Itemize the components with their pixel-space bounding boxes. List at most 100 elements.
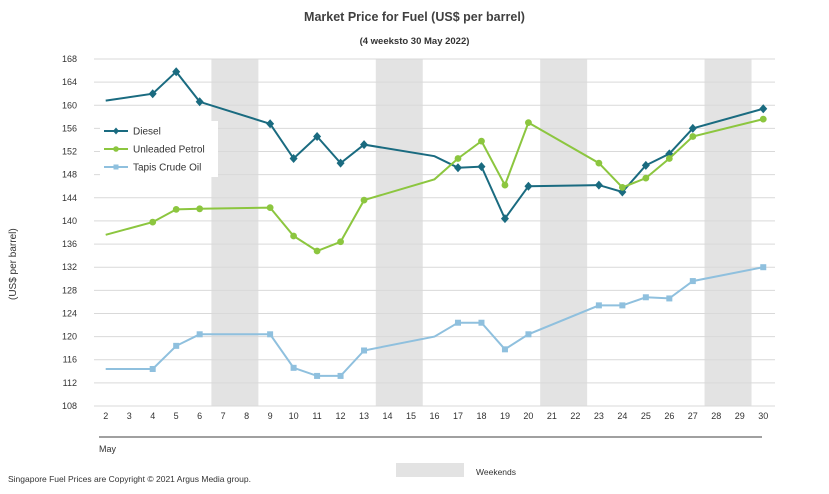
data-point-circle: [759, 115, 767, 123]
x-tick-label: 24: [617, 411, 627, 421]
y-tick-label: 128: [62, 285, 77, 295]
data-point-square: [196, 331, 203, 338]
series-line: [105, 118, 764, 253]
x-tick-label: 12: [336, 411, 346, 421]
x-tick-label: 23: [594, 411, 604, 421]
weekend-bands: [211, 59, 752, 406]
data-point-diamond: [759, 104, 768, 114]
copyright-note: Singapore Fuel Prices are Copyright © 20…: [8, 474, 251, 484]
x-tick-label: 14: [383, 411, 393, 421]
legend: Diesel Unleaded Petrol Tapis Crude Oil: [100, 121, 218, 177]
data-point-circle: [618, 183, 626, 191]
legend-label: Diesel: [133, 127, 161, 138]
series-line: [105, 70, 764, 221]
data-point-square: [290, 364, 297, 371]
data-point-square: [267, 331, 274, 338]
weekend-band: [540, 59, 588, 406]
y-axis-ticks: 108 112 116 120 124 128 132 136 140 144 148 152 156 1…: [62, 54, 77, 411]
series-layer: [105, 67, 768, 379]
data-point-circle: [454, 155, 462, 162]
x-tick-label: 8: [244, 411, 249, 421]
data-point-circle: [665, 155, 673, 162]
data-point-circle: [172, 205, 180, 213]
x-tick-label: 18: [476, 411, 486, 421]
y-tick-label: 124: [62, 308, 77, 318]
x-tick-label: 21: [547, 411, 557, 421]
x-tick-label: 25: [641, 411, 651, 421]
x-tick-label: 13: [359, 411, 369, 421]
data-point-circle: [313, 247, 321, 255]
data-point-square: [619, 302, 626, 309]
y-tick-label: 108: [62, 401, 77, 411]
series-tapis-crude-oil: [105, 264, 767, 379]
x-tick-label: 28: [711, 411, 721, 421]
y-tick-label: 132: [62, 262, 77, 272]
weekend-band: [704, 59, 752, 406]
data-point-circle: [290, 232, 298, 240]
data-point-square: [642, 294, 649, 301]
x-axis-ticks: 2 3 4 5 6 7 8 9 10 11 12 13 14 15 16 17 18 19 20 21 22 23 24 25…: [103, 411, 768, 421]
legend-label: Unleaded Petrol: [133, 145, 205, 156]
data-point-circle: [266, 204, 274, 212]
x-tick-label: 7: [221, 411, 226, 421]
data-point-diamond: [148, 89, 157, 99]
data-point-diamond: [500, 214, 509, 224]
data-point-circle: [595, 159, 603, 167]
data-point-square: [478, 319, 485, 326]
data-point-circle: [360, 196, 368, 204]
data-point-diamond: [336, 158, 345, 168]
data-point-diamond: [266, 119, 275, 129]
weekend-band: [211, 59, 259, 406]
data-point-circle: [149, 218, 157, 226]
data-point-square: [337, 372, 344, 379]
series-diesel: [105, 67, 768, 224]
x-tick-label: 4: [150, 411, 155, 421]
x-tick-label: 20: [523, 411, 533, 421]
data-point-square: [501, 346, 508, 353]
data-point-square: [173, 342, 180, 349]
series-line: [105, 266, 764, 377]
data-point-diamond: [360, 140, 369, 150]
data-point-square: [149, 365, 156, 372]
y-tick-label: 160: [62, 100, 77, 110]
chart-title: Market Price for Fuel (US$ per barrel): [304, 10, 525, 24]
legend-marker-square: [113, 164, 119, 170]
data-point-diamond: [477, 162, 486, 172]
x-tick-label: 27: [688, 411, 698, 421]
y-tick-label: 136: [62, 239, 77, 249]
weekend-band: [375, 59, 423, 406]
data-point-circle: [525, 119, 532, 127]
x-tick-label: 15: [406, 411, 416, 421]
legend-label: Tapis Crude Oil: [133, 163, 201, 174]
data-point-circle: [689, 133, 697, 140]
data-point-diamond: [594, 180, 603, 190]
data-point-diamond: [172, 67, 181, 77]
gridlines: [94, 58, 775, 407]
data-point-diamond: [453, 163, 462, 173]
y-tick-label: 120: [62, 332, 77, 342]
x-tick-label: 11: [312, 411, 321, 421]
x-tick-label: 5: [174, 411, 179, 421]
legend-marker-diamond: [113, 127, 119, 135]
y-tick-label: 116: [63, 355, 77, 365]
data-point-square: [454, 319, 461, 326]
data-point-square: [595, 302, 602, 309]
y-tick-label: 168: [62, 54, 77, 64]
data-point-square: [525, 331, 532, 338]
x-tick-label: 6: [197, 411, 202, 421]
y-tick-label: 144: [62, 193, 77, 203]
x-tick-label: 19: [500, 411, 510, 421]
weekends-legend-swatch: [396, 463, 464, 477]
data-point-diamond: [195, 97, 204, 107]
weekends-legend-label: Weekends: [476, 467, 517, 477]
data-point-circle: [642, 174, 650, 182]
data-point-diamond: [313, 131, 322, 141]
data-point-circle: [196, 205, 204, 213]
data-point-diamond: [524, 181, 533, 191]
chart-subtitle: (4 weeksto 30 May 2022): [359, 36, 470, 47]
y-tick-label: 140: [62, 216, 77, 226]
x-tick-label: 9: [268, 411, 273, 421]
x-tick-label: 10: [289, 411, 299, 421]
y-tick-label: 152: [62, 147, 77, 157]
